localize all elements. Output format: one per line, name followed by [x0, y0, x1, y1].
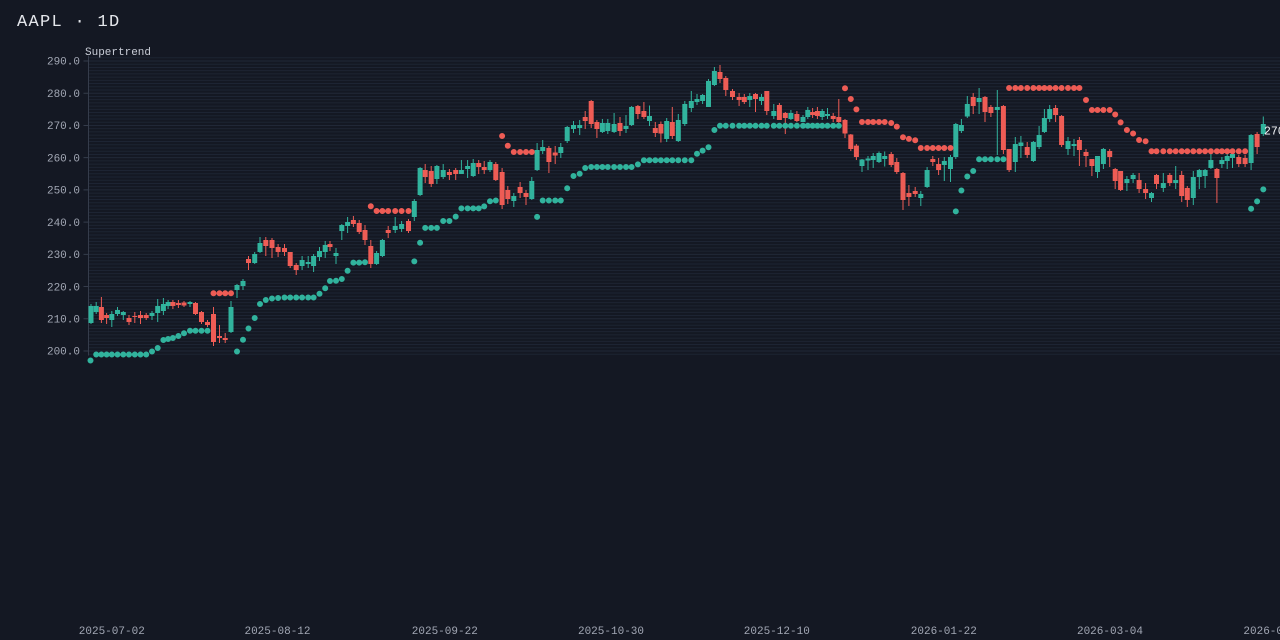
svg-text:220.0: 220.0: [47, 282, 80, 294]
svg-text:2025-12-10: 2025-12-10: [744, 626, 810, 638]
svg-text:270.9: 270.9: [1264, 126, 1280, 139]
svg-text:2025-10-30: 2025-10-30: [578, 626, 644, 638]
svg-text:200.0: 200.0: [47, 347, 80, 359]
svg-text:250.0: 250.0: [47, 186, 80, 198]
svg-text:AAPL · 1D: AAPL · 1D: [17, 13, 121, 32]
svg-text:2025-09-22: 2025-09-22: [412, 626, 478, 638]
svg-text:260.0: 260.0: [47, 153, 80, 165]
svg-text:270.0: 270.0: [47, 121, 80, 133]
svg-text:280.0: 280.0: [47, 89, 80, 101]
svg-text:2026-01-22: 2026-01-22: [911, 626, 977, 638]
svg-text:2025-08-12: 2025-08-12: [244, 626, 310, 638]
svg-text:2026-04-15: 2026-04-15: [1243, 626, 1280, 638]
svg-text:2025-07-02: 2025-07-02: [79, 626, 145, 638]
svg-text:290.0: 290.0: [47, 57, 80, 69]
svg-text:230.0: 230.0: [47, 250, 80, 262]
svg-text:2026-03-04: 2026-03-04: [1077, 626, 1143, 638]
svg-text:210.0: 210.0: [47, 314, 80, 326]
svg-text:Supertrend: Supertrend: [85, 47, 151, 59]
svg-text:240.0: 240.0: [47, 218, 80, 230]
